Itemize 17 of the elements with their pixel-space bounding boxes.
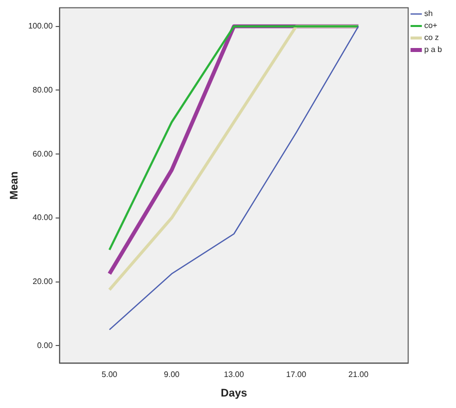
y-tick-label: 20.00 [32, 276, 54, 286]
y-tick-label: 0.00 [37, 340, 54, 350]
legend-label: sh [424, 9, 433, 18]
legend-label: co z [424, 33, 439, 42]
y-axis-title: Mean [8, 171, 21, 200]
y-tick-label: 60.00 [32, 149, 54, 158]
x-tick-label: 9.00 [164, 370, 180, 380]
legend-label: p a b [424, 45, 443, 54]
y-tick-label: 100.00 [28, 22, 54, 31]
x-tick-label: 5.00 [102, 370, 118, 380]
x-tick-label: 21.00 [348, 370, 369, 380]
x-tick-label: 13.00 [224, 370, 244, 380]
x-tick-label: 17.00 [286, 370, 307, 380]
x-axis-title: Days [220, 387, 248, 400]
y-tick-label: 80.00 [32, 85, 54, 94]
y-tick-label: 40.00 [32, 213, 54, 222]
legend-label: co+ [424, 21, 438, 30]
